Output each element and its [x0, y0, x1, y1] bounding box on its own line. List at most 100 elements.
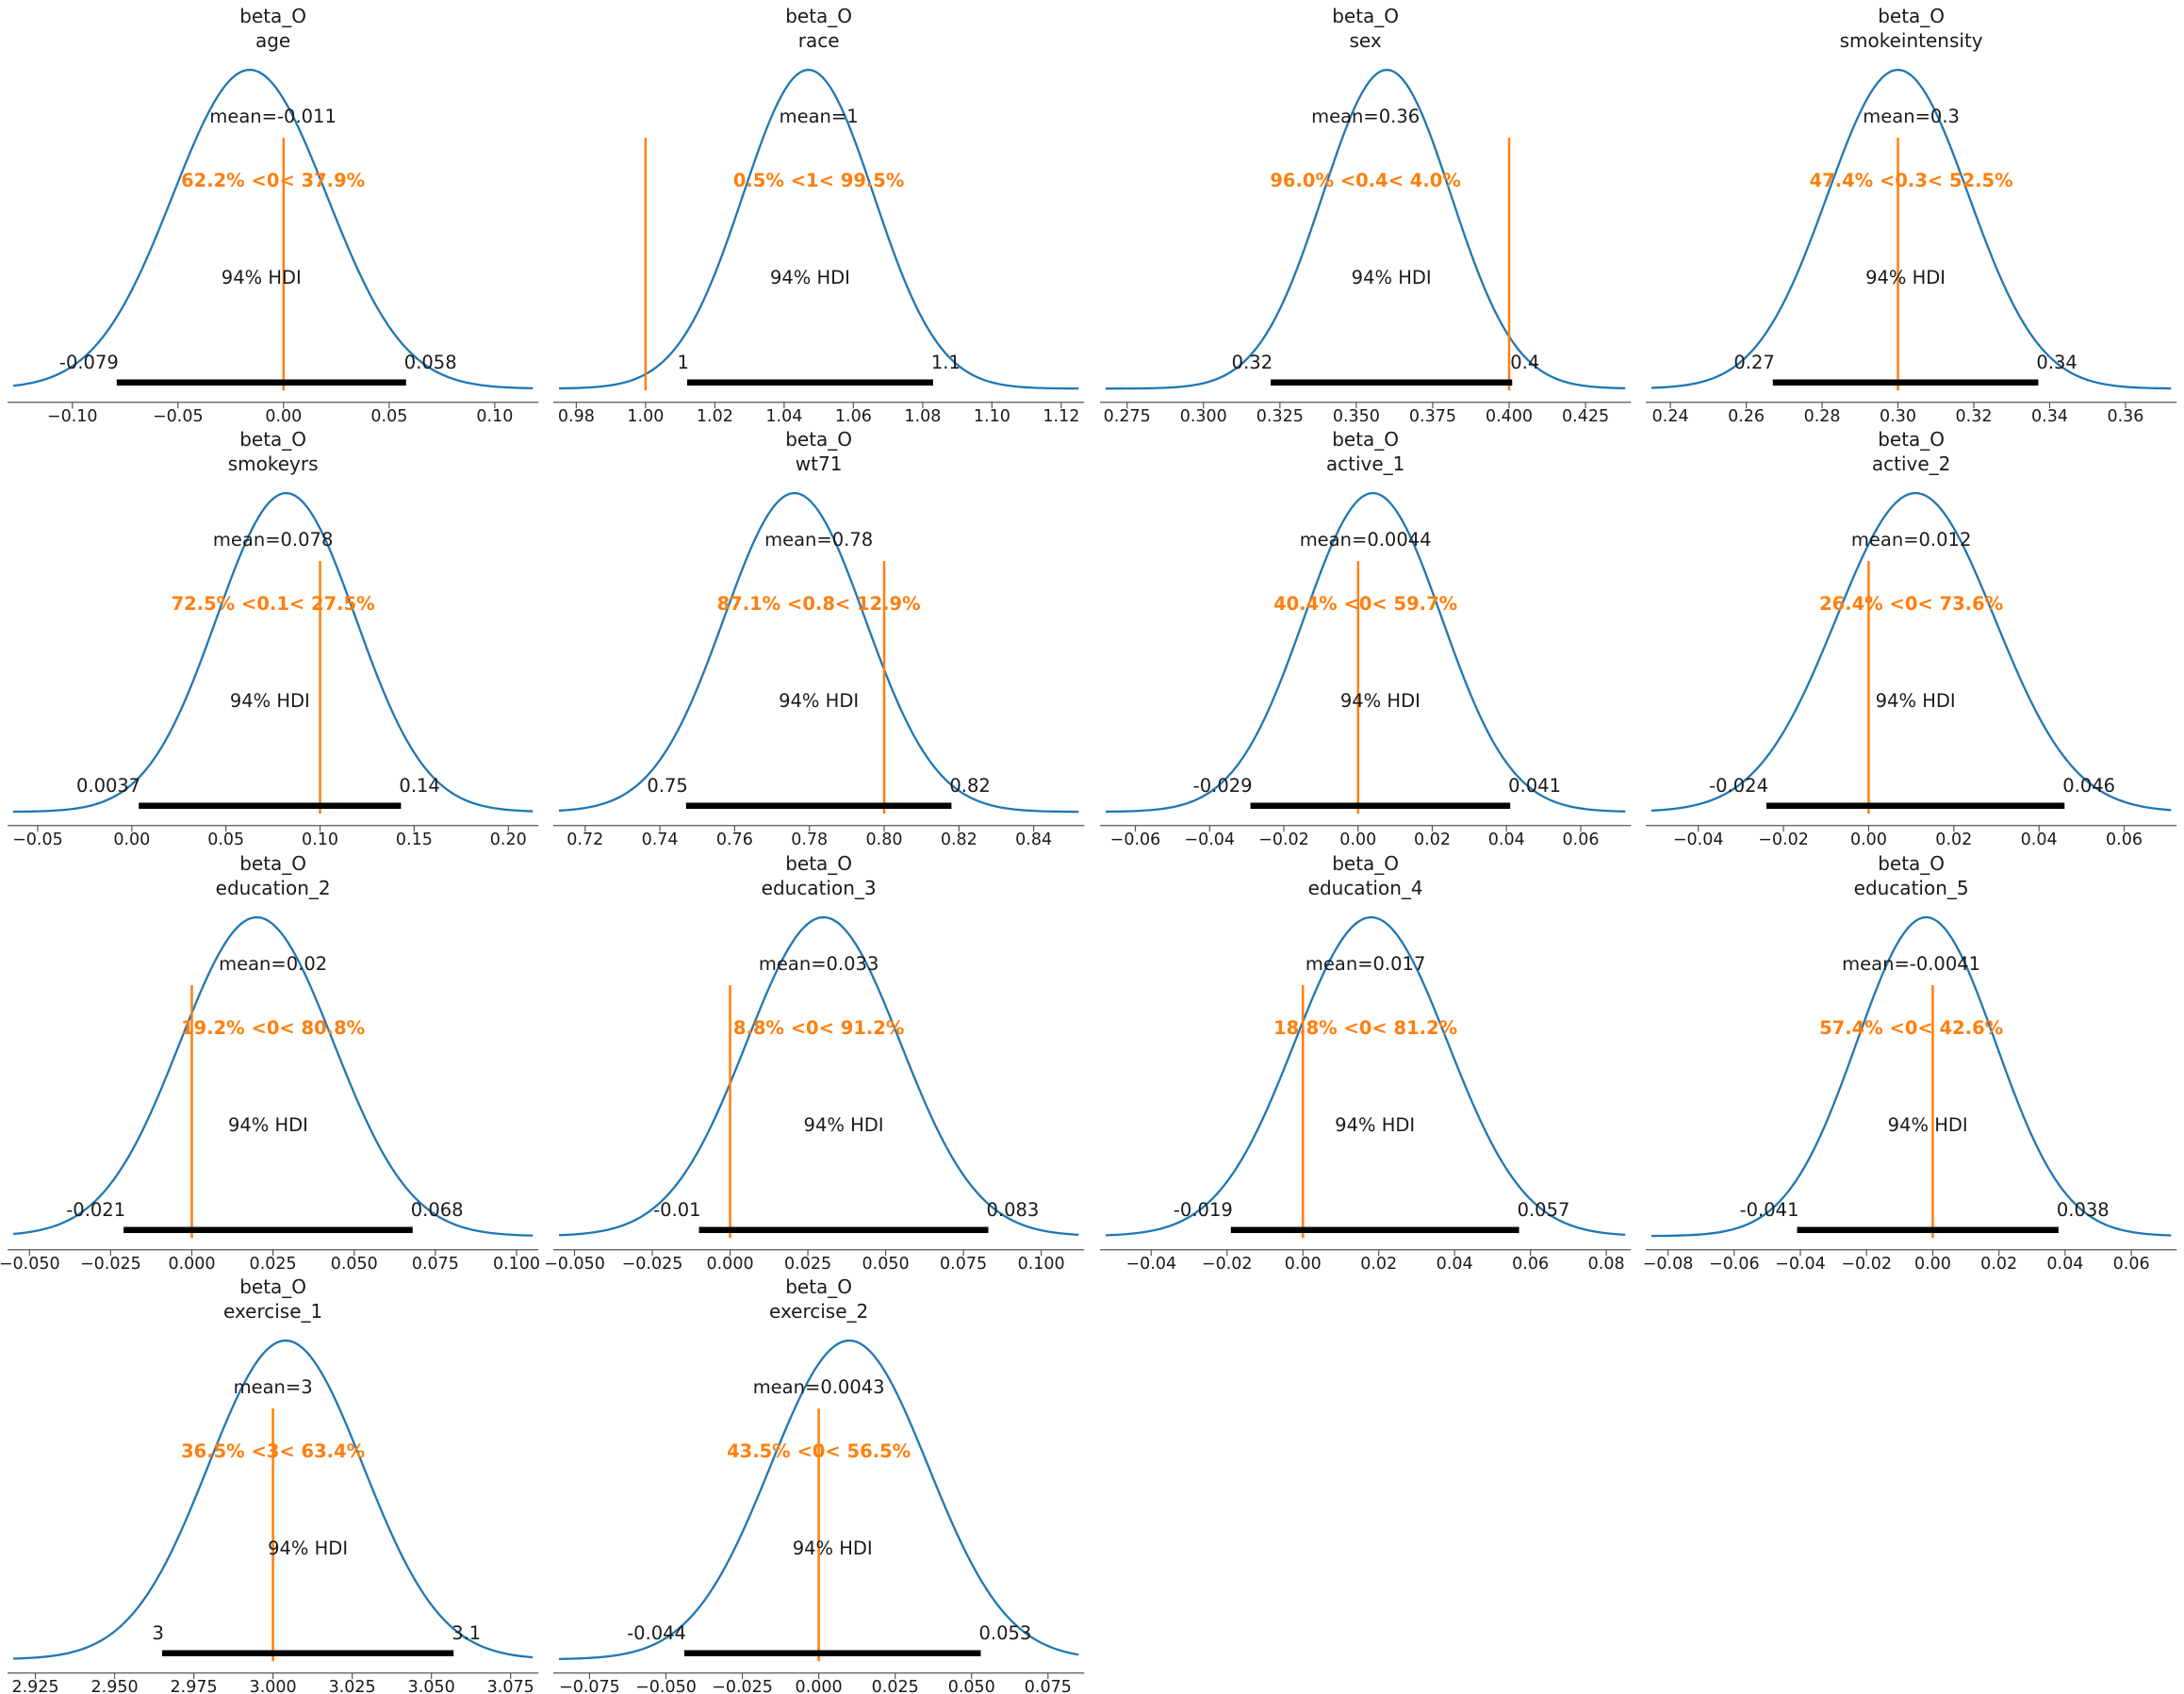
hdi-low-label: 0.32: [1231, 352, 1272, 373]
hdi-label: 94% HDI: [804, 1114, 884, 1136]
kde-curve: [1105, 68, 1625, 390]
x-tick-label: 0.050: [331, 1255, 378, 1271]
panel-title-line2: active_2: [1872, 452, 1951, 475]
hdi-label: 94% HDI: [779, 690, 859, 712]
hdi-low-label: -0.079: [59, 352, 119, 373]
x-tick-label: 1.10: [974, 407, 1010, 423]
mean-label: mean=0.02: [219, 953, 327, 975]
x-tick-label: 0.78: [791, 831, 828, 847]
x-tick-label: 0.000: [707, 1255, 754, 1271]
hdi-label: 94% HDI: [1865, 267, 1946, 288]
panel-education_2: −0.050 −0.025 0.000 0.025 0.050 0.075 0.100 bet…: [0, 847, 546, 1271]
ref-probability-label: 36.5% <3< 63.4%: [181, 1440, 365, 1462]
x-tick-label: 0.98: [558, 407, 595, 423]
panel-title-line1: beta_O: [1332, 428, 1399, 451]
x-tick-label: −0.050: [546, 1255, 605, 1271]
panel-title-line2: race: [798, 29, 840, 52]
hdi-label: 94% HDI: [1875, 690, 1955, 712]
panel-exercise_2: −0.075 −0.050 −0.025 0.000 0.025 0.050 0.075 be…: [546, 1271, 1092, 1694]
hdi-low-label: -0.019: [1173, 1199, 1232, 1221]
x-tick-label: 1.08: [905, 407, 942, 423]
hdi-high-label: 0.4: [1510, 352, 1539, 373]
posterior-plot: 0.275 0.300 0.325 0.350 0.375 0.400 0.425 beta_…: [1099, 5, 1631, 423]
ref-probability-label: 47.4% <0.3< 52.5%: [1809, 170, 2012, 191]
x-tick-label: 0.375: [1408, 407, 1455, 423]
x-tick-label: 0.075: [1025, 1678, 1072, 1694]
x-tick-label: 0.075: [412, 1255, 459, 1271]
x-tick-label: −0.10: [47, 407, 98, 423]
hdi-high-label: 0.038: [2057, 1199, 2110, 1221]
posterior-plot: −0.08 −0.06 −0.04 −0.02 0.00 0.02 0.04 0.06 beta…: [1642, 852, 2176, 1271]
x-tick-label: 3.050: [408, 1678, 455, 1694]
x-tick-label: −0.050: [635, 1678, 697, 1694]
x-tick-label: 0.025: [784, 1255, 831, 1271]
hdi-label: 94% HDI: [793, 1538, 873, 1559]
hdi-high-label: 0.34: [2036, 352, 2077, 373]
hdi-high-label: 0.083: [987, 1199, 1040, 1221]
panel-title-line2: active_1: [1325, 452, 1404, 475]
mean-label: mean=0.36: [1311, 106, 1420, 127]
mean-label: mean=0.3: [1863, 106, 1960, 127]
kde-curve: [1650, 68, 2172, 390]
ref-probability-label: 57.4% <0< 42.6%: [1819, 1017, 2003, 1039]
ref-probability-label: 72.5% <0.1< 27.5%: [172, 593, 375, 615]
hdi-high-label: 3.1: [452, 1622, 481, 1644]
mean-label: mean=0.033: [759, 953, 879, 975]
x-tick-label: −0.02: [1201, 1255, 1252, 1271]
panel-education_5: −0.08 −0.06 −0.04 −0.02 0.00 0.02 0.04 0.06 beta…: [1638, 847, 2184, 1271]
hdi-low-label: 0.0037: [76, 775, 140, 797]
panel-title-line2: education_4: [1307, 877, 1422, 899]
x-tick-label: 0.275: [1103, 407, 1150, 423]
panel-title-line2: exercise_1: [223, 1300, 322, 1323]
hdi-high-label: 0.058: [404, 352, 457, 373]
mean-label: mean=3: [234, 1376, 313, 1398]
panel-smokeyrs: −0.05 0.00 0.05 0.10 0.15 0.20 beta_O smokeyrs m…: [0, 423, 546, 847]
x-tick-label: 0.00: [113, 831, 150, 847]
x-tick-label: 0.34: [2031, 407, 2068, 423]
x-tick-label: −0.05: [12, 831, 63, 847]
hdi-low-label: -0.029: [1192, 775, 1252, 797]
panel-title-line1: beta_O: [785, 1275, 852, 1298]
x-tick-label: −0.04: [1775, 1255, 1826, 1271]
posterior-plot: −0.050 −0.025 0.000 0.025 0.050 0.075 0.100 bet…: [0, 852, 540, 1271]
ref-probability-label: 18.8% <0< 81.2%: [1273, 1017, 1457, 1039]
ref-probability-label: 8.8% <0< 91.2%: [733, 1017, 905, 1039]
hdi-low-label: -0.044: [627, 1622, 686, 1644]
panel-title-line1: beta_O: [1332, 852, 1399, 875]
x-tick-label: 0.400: [1485, 407, 1532, 423]
x-tick-label: 1.06: [835, 407, 872, 423]
posterior-plot: −0.050 −0.025 0.000 0.025 0.050 0.075 0.100 bet…: [546, 852, 1085, 1271]
x-tick-label: 0.28: [1803, 407, 1840, 423]
x-tick-label: 2.975: [171, 1678, 218, 1694]
panel-title-line1: beta_O: [1878, 428, 1945, 451]
x-tick-label: −0.02: [1841, 1255, 1892, 1271]
x-tick-label: 0.15: [396, 831, 433, 847]
x-tick-label: 0.74: [642, 831, 679, 847]
posterior-plot: 0.24 0.26 0.28 0.30 0.32 0.34 0.36 beta_Osmokei…: [1645, 5, 2176, 423]
hdi-high-label: 0.053: [979, 1622, 1032, 1644]
posterior-plot: −0.06 −0.04 −0.02 0.00 0.02 0.04 0.06 beta_Oact…: [1099, 428, 1631, 847]
x-tick-label: 0.05: [207, 831, 244, 847]
kde-curve: [559, 1339, 1079, 1660]
x-tick-label: 0.84: [1015, 831, 1052, 847]
x-tick-label: 0.000: [168, 1255, 215, 1271]
panel-title-line2: education_3: [762, 877, 877, 899]
mean-label: mean=0.012: [1851, 529, 1971, 551]
panel-exercise_1: 2.925 2.950 2.975 3.000 3.025 3.050 3.075 beta_…: [0, 1271, 546, 1694]
x-tick-label: 0.76: [716, 831, 753, 847]
x-tick-label: 0.00: [265, 407, 302, 423]
hdi-low-label: -0.021: [66, 1199, 125, 1221]
x-tick-label: 0.300: [1179, 407, 1226, 423]
posterior-plot: −0.075 −0.050 −0.025 0.000 0.025 0.050 0.075 be…: [553, 1275, 1085, 1694]
hdi-label: 94% HDI: [1335, 1114, 1415, 1136]
ref-probability-label: 87.1% <0.8< 12.9%: [717, 593, 921, 615]
x-tick-label: 2.950: [91, 1678, 139, 1694]
x-tick-label: 0.72: [567, 831, 604, 847]
panel-title-line1: beta_O: [785, 852, 852, 875]
hdi-high-label: 0.82: [950, 775, 991, 797]
hdi-low-label: -0.01: [653, 1199, 700, 1221]
hdi-label: 94% HDI: [230, 690, 310, 712]
mean-label: mean=0.0044: [1299, 529, 1431, 551]
panel-title-line2: education_2: [216, 877, 331, 899]
